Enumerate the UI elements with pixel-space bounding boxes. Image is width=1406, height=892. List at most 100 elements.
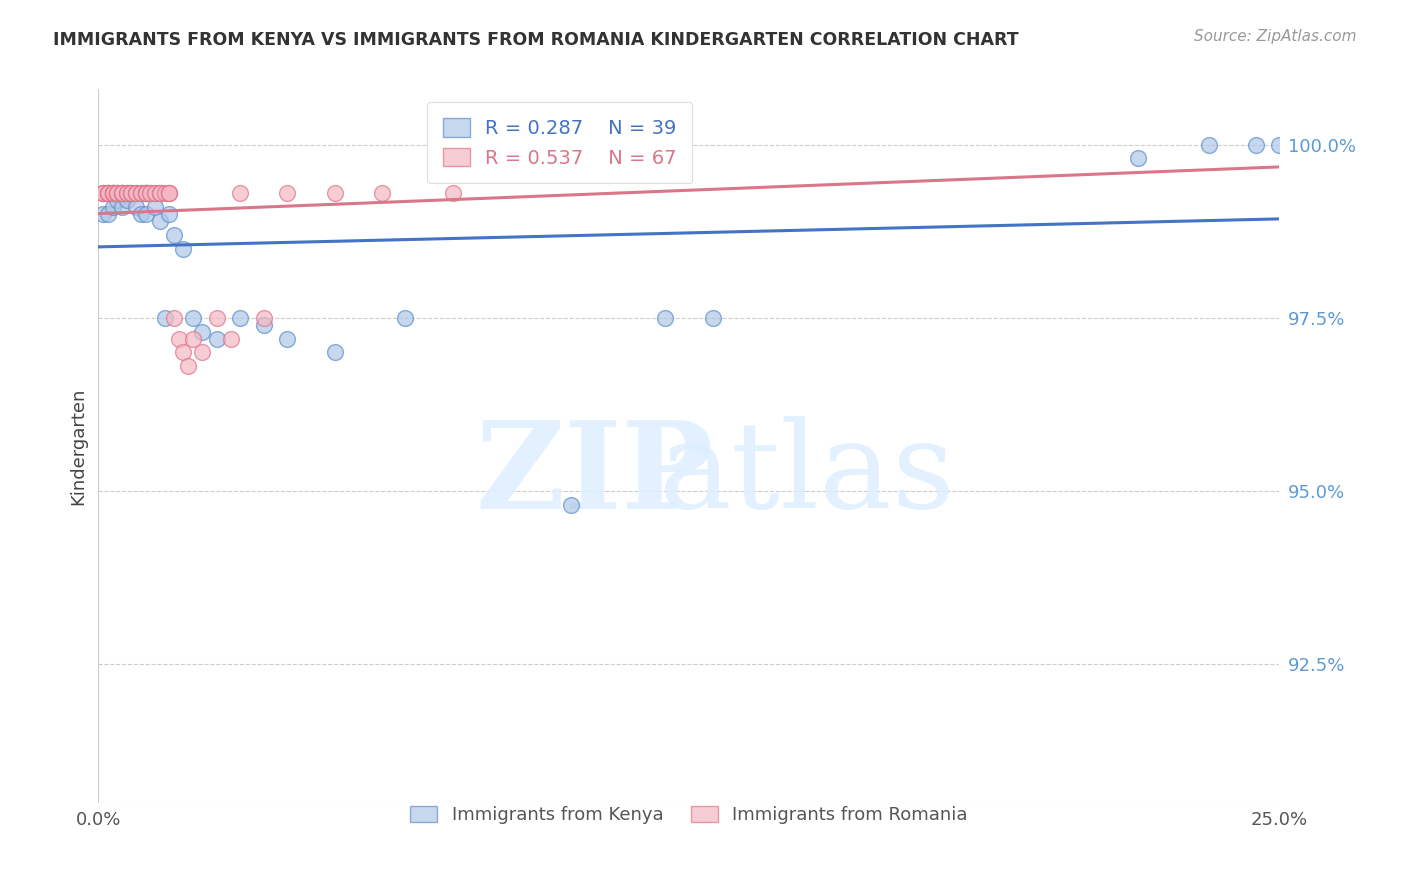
Point (121, 186, 143, 201)
Point (205, 332, 228, 346)
Point (91, 207, 114, 221)
Point (219, 332, 242, 346)
Point (125, 186, 148, 201)
Point (91, 186, 114, 201)
Point (97, 186, 120, 201)
Point (135, 186, 157, 201)
Point (97, 186, 120, 201)
Point (111, 186, 134, 201)
Point (276, 186, 298, 201)
Point (191, 325, 214, 339)
Point (135, 186, 157, 201)
Point (181, 310, 204, 325)
Point (125, 186, 148, 201)
Point (115, 193, 138, 207)
Point (97, 186, 120, 201)
Point (115, 186, 138, 201)
Point (253, 310, 276, 325)
Point (111, 186, 134, 201)
Point (97, 207, 120, 221)
Point (101, 186, 124, 201)
Point (121, 186, 143, 201)
Point (153, 310, 176, 325)
Point (91, 186, 114, 201)
Point (149, 186, 172, 201)
Point (105, 186, 128, 201)
Point (253, 318, 276, 332)
Point (101, 200, 124, 214)
Text: ZIP: ZIP (475, 416, 714, 533)
Point (276, 332, 298, 346)
Text: Source: ZipAtlas.com: Source: ZipAtlas.com (1194, 29, 1357, 44)
Point (135, 207, 157, 221)
Point (149, 214, 172, 228)
Point (654, 310, 676, 325)
Point (91, 186, 114, 201)
Point (139, 186, 162, 201)
Point (167, 332, 190, 346)
Point (149, 186, 172, 201)
Point (115, 186, 138, 201)
Point (129, 207, 152, 221)
Point (101, 186, 124, 201)
Text: IMMIGRANTS FROM KENYA VS IMMIGRANTS FROM ROMANIA KINDERGARTEN CORRELATION CHART: IMMIGRANTS FROM KENYA VS IMMIGRANTS FROM… (53, 31, 1019, 49)
Point (1268, 137, 1291, 152)
Point (135, 186, 157, 201)
Point (177, 359, 200, 374)
Point (135, 186, 157, 201)
Point (129, 186, 152, 201)
Point (111, 186, 134, 201)
Point (125, 200, 148, 214)
Point (111, 186, 134, 201)
Legend: Immigrants from Kenya, Immigrants from Romania: Immigrants from Kenya, Immigrants from R… (401, 797, 977, 833)
Point (1126, 152, 1149, 166)
Point (101, 186, 124, 201)
Point (323, 186, 346, 201)
Point (163, 227, 186, 242)
Point (111, 186, 134, 201)
Text: atlas: atlas (659, 416, 955, 533)
Point (143, 186, 166, 201)
Point (394, 310, 416, 325)
Point (101, 186, 124, 201)
Point (135, 186, 157, 201)
Point (139, 186, 162, 201)
Point (205, 310, 228, 325)
Point (654, 137, 676, 152)
Point (172, 242, 194, 256)
Point (172, 345, 194, 359)
Point (121, 186, 143, 201)
Point (229, 310, 252, 325)
Point (560, 137, 582, 152)
Y-axis label: Kindergarten: Kindergarten (69, 387, 87, 505)
Point (157, 186, 180, 201)
Point (157, 186, 180, 201)
Point (157, 186, 180, 201)
Point (560, 498, 582, 512)
Point (115, 186, 138, 201)
Point (157, 207, 180, 221)
Point (139, 186, 162, 201)
Point (153, 186, 176, 201)
Point (1244, 137, 1267, 152)
Point (371, 186, 394, 201)
Point (1198, 137, 1220, 152)
Point (630, 137, 652, 152)
Point (105, 193, 128, 207)
Point (163, 310, 186, 325)
Point (149, 186, 172, 201)
Point (135, 186, 157, 201)
Point (101, 186, 124, 201)
Point (229, 186, 252, 201)
Point (115, 186, 138, 201)
Point (111, 186, 134, 201)
Point (97, 186, 120, 201)
Point (105, 186, 128, 201)
Point (129, 186, 152, 201)
Point (129, 186, 152, 201)
Point (181, 332, 204, 346)
Point (101, 186, 124, 201)
Point (323, 345, 346, 359)
Point (105, 186, 128, 201)
Point (191, 345, 214, 359)
